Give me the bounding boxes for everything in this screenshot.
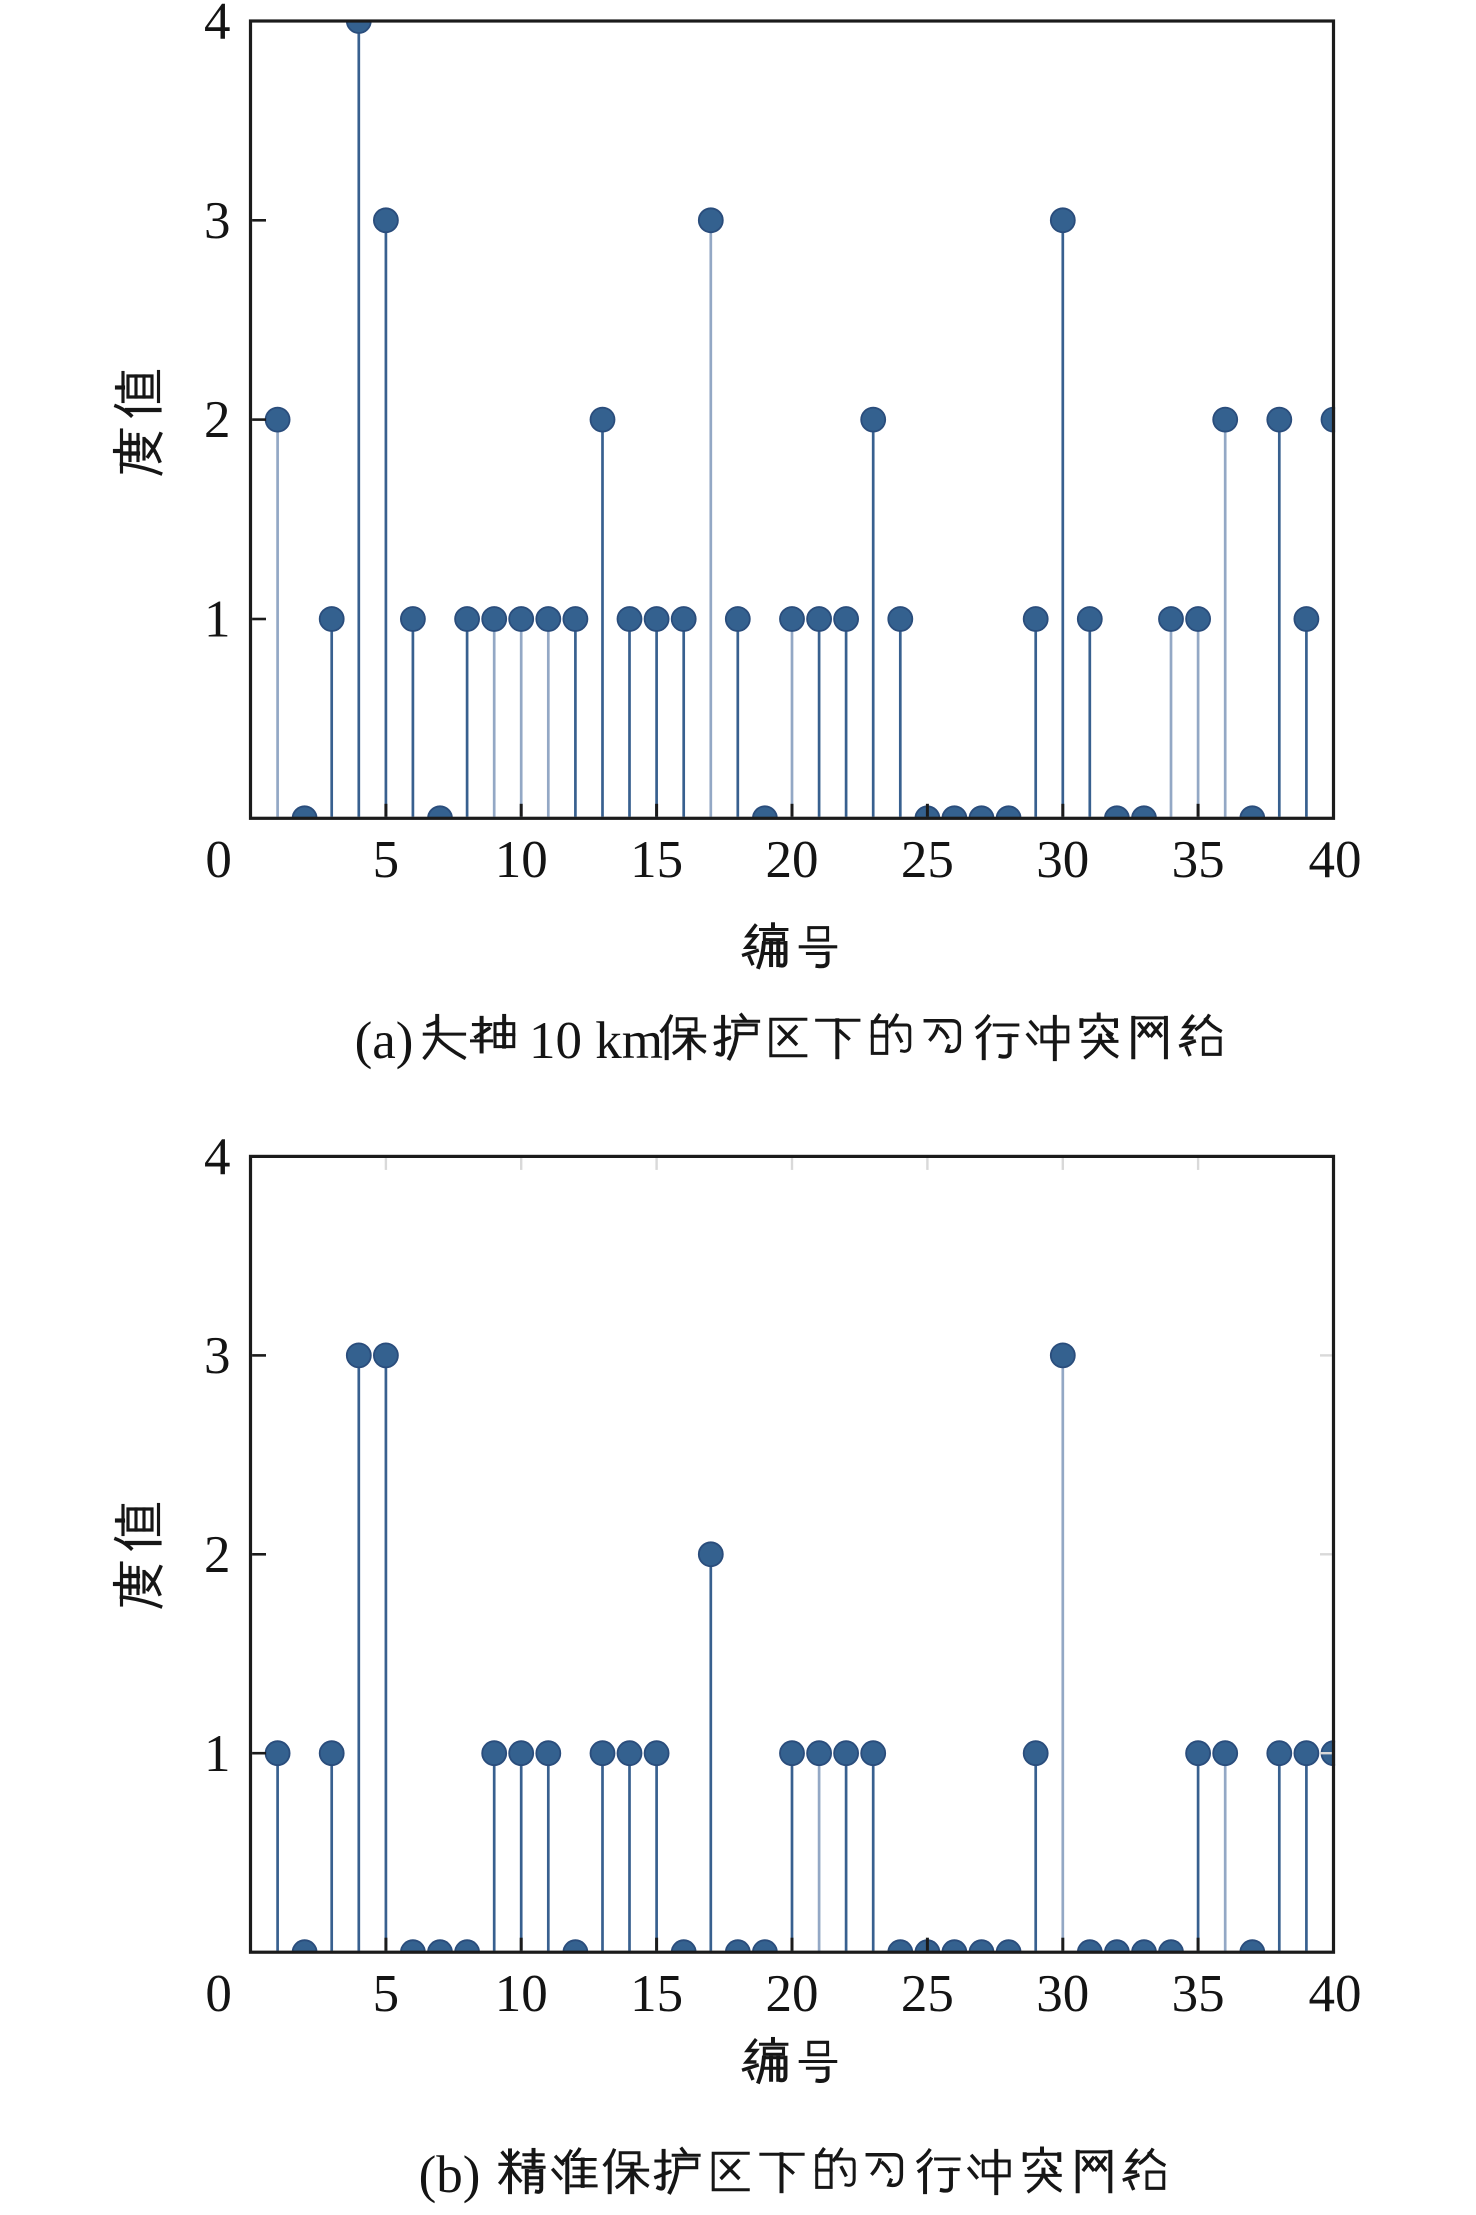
svg-text:40: 40 [1309,1965,1362,2023]
svg-text:4: 4 [204,0,231,51]
svg-text:30: 30 [1036,1965,1089,2023]
svg-text:0: 0 [205,1965,232,2023]
svg-text:15: 15 [630,831,683,889]
svg-text:2: 2 [204,1526,231,1584]
svg-text:10 km: 10 km [529,1012,663,1070]
svg-text:1: 1 [204,591,231,649]
svg-text:20: 20 [766,831,819,889]
svg-text:(b): (b) [419,2146,481,2204]
svg-text:30: 30 [1036,831,1089,889]
svg-text:3: 3 [204,1327,231,1385]
svg-text:5: 5 [373,1965,400,2023]
svg-text:2: 2 [204,391,231,449]
svg-text:25: 25 [901,1965,954,2023]
svg-text:40: 40 [1309,831,1362,889]
svg-text:20: 20 [766,1965,819,2023]
svg-text:0: 0 [205,831,232,889]
svg-text:1: 1 [204,1725,231,1783]
svg-text:4: 4 [204,1128,231,1186]
svg-text:(a): (a) [355,1012,414,1070]
svg-text:25: 25 [901,831,954,889]
svg-text:10: 10 [495,831,548,889]
svg-text:5: 5 [373,831,400,889]
svg-text:3: 3 [204,192,231,250]
svg-text:10: 10 [495,1965,548,2023]
svg-text:35: 35 [1172,1965,1225,2023]
svg-text:35: 35 [1172,831,1225,889]
svg-text:15: 15 [630,1965,683,2023]
